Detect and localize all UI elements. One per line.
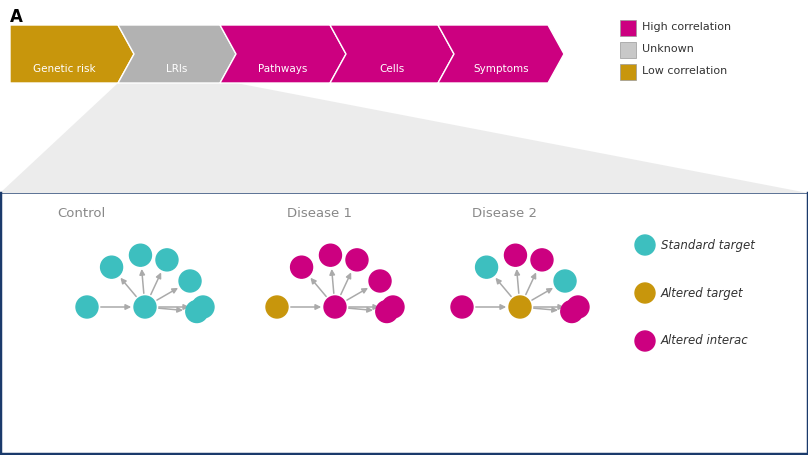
Text: High correlation: High correlation [642, 22, 731, 32]
Circle shape [266, 296, 288, 318]
Text: Low correlation: Low correlation [642, 66, 727, 76]
Circle shape [291, 256, 313, 278]
Circle shape [129, 244, 151, 266]
Polygon shape [118, 25, 236, 83]
Circle shape [324, 296, 346, 318]
Text: LRIs: LRIs [166, 64, 187, 74]
Text: Cells: Cells [380, 64, 405, 74]
Circle shape [567, 296, 589, 318]
Bar [620, 42, 636, 58]
Polygon shape [10, 25, 134, 83]
Text: Symptoms: Symptoms [473, 64, 528, 74]
Text: Pathways: Pathways [259, 64, 308, 74]
Polygon shape [438, 25, 564, 83]
Circle shape [635, 331, 655, 351]
Bar [620, 20, 636, 36]
Circle shape [561, 301, 583, 323]
Polygon shape [0, 83, 808, 193]
Bar [0, 193, 808, 455]
Circle shape [346, 249, 368, 271]
Text: Genetic risk: Genetic risk [32, 64, 95, 74]
Circle shape [76, 296, 98, 318]
Circle shape [476, 256, 498, 278]
Polygon shape [220, 25, 346, 83]
Polygon shape [330, 25, 454, 83]
Circle shape [179, 270, 201, 292]
Circle shape [134, 296, 156, 318]
Text: Altered interac: Altered interac [661, 334, 749, 348]
Circle shape [319, 244, 342, 266]
Circle shape [382, 296, 404, 318]
Text: Unknown: Unknown [642, 44, 694, 54]
Text: Disease 1: Disease 1 [287, 207, 352, 220]
Circle shape [369, 270, 391, 292]
Circle shape [635, 283, 655, 303]
Circle shape [504, 244, 527, 266]
Circle shape [192, 296, 214, 318]
Circle shape [100, 256, 123, 278]
Text: Standard target: Standard target [661, 238, 755, 252]
Circle shape [531, 249, 553, 271]
Text: Control: Control [57, 207, 105, 220]
Text: Altered target: Altered target [661, 287, 743, 299]
Circle shape [635, 235, 655, 255]
Text: Disease 2: Disease 2 [472, 207, 537, 220]
Text: A: A [10, 8, 23, 26]
Bar [620, 64, 636, 80]
Circle shape [554, 270, 576, 292]
Circle shape [156, 249, 178, 271]
Circle shape [451, 296, 473, 318]
Circle shape [509, 296, 531, 318]
Circle shape [376, 301, 398, 323]
Circle shape [186, 301, 208, 323]
